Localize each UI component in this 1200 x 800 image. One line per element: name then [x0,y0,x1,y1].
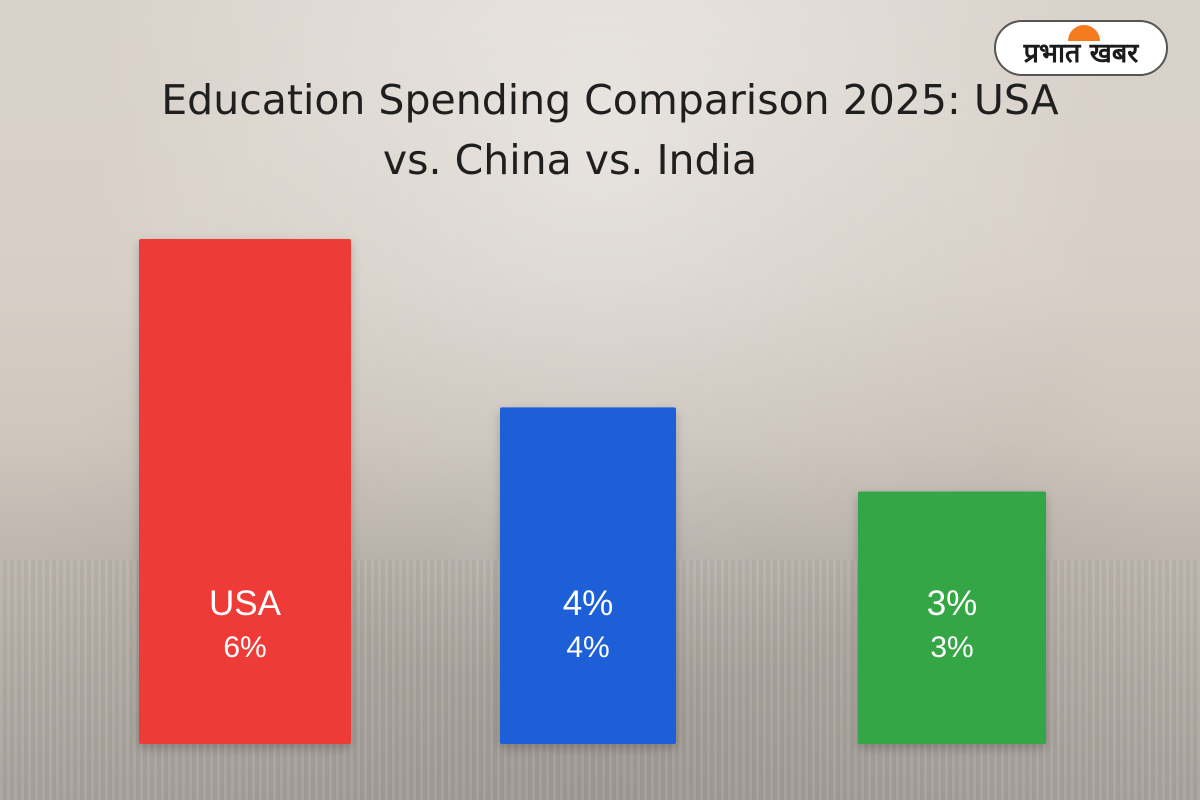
bar-value-usa: 6% [223,631,266,664]
bar-group-usa: USA 6% [139,239,351,744]
bar-china [500,407,676,744]
chart-title-line-2: vs. China vs. India [382,136,758,184]
bar-label-china: 4% [563,584,614,623]
bar-label-india: 3% [927,584,978,623]
bar-label-usa: USA [209,584,282,623]
bar-value-china: 4% [566,631,609,664]
bar-group-india: 3%3% [858,491,1046,744]
chart-title-line-1: Education Spending Comparison 2025: USA [161,76,1059,124]
chart-title: Education Spending Comparison 2025: USA … [60,70,1160,190]
bar-usa [139,239,351,744]
bar-value-india: 3% [930,631,973,664]
bar-india [858,491,1046,744]
logo-text: प्रभात खबर [1023,37,1139,69]
sun-logo-icon [1068,25,1100,41]
publisher-logo: प्रभात खबर [994,20,1168,76]
bar-group-china: 4%4% [500,407,676,744]
